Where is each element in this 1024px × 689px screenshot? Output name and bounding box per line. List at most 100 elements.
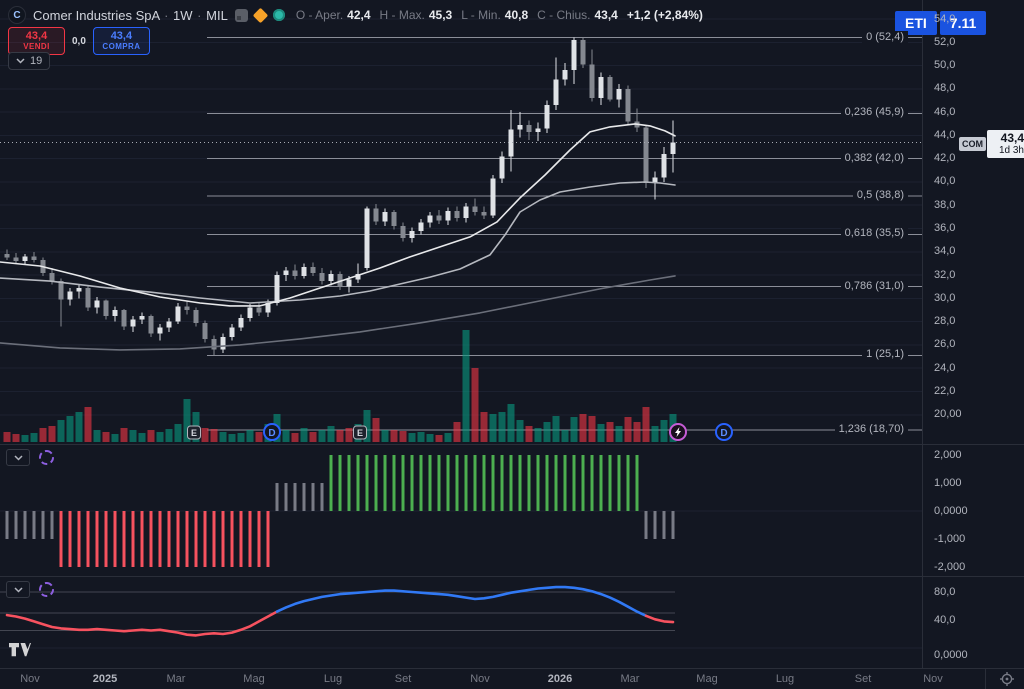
time-axis-label: 2025 bbox=[92, 673, 118, 685]
alert-diamond-icon bbox=[252, 7, 269, 23]
open-value: 42,4 bbox=[347, 8, 371, 22]
time-axis-label: Mag bbox=[243, 673, 265, 685]
price-tick-label: 36,0 bbox=[934, 222, 956, 235]
time-axis-label: Set bbox=[854, 673, 872, 685]
price-tick-label: 42,0 bbox=[934, 152, 956, 165]
indicator3-collapse-button[interactable] bbox=[6, 581, 30, 598]
spread-value: 0,0 bbox=[72, 35, 86, 47]
time-axis-label: Lug bbox=[323, 673, 343, 685]
exchange-label: MIL bbox=[206, 7, 228, 23]
change-value: +1,2 (+2,84%) bbox=[626, 8, 703, 22]
candles-layer bbox=[4, 37, 676, 356]
tradingview-logo-icon[interactable] bbox=[8, 642, 32, 658]
fib-level-label: 1 (25,1) bbox=[862, 348, 908, 361]
fib-level-label: 0,382 (42,0) bbox=[840, 151, 908, 164]
time-axis-label: Nov bbox=[20, 673, 40, 685]
indicator3-oscillator bbox=[0, 585, 922, 649]
indicator3-scale-label: 80,0 bbox=[934, 585, 956, 598]
symbol-title[interactable]: Comer Industries SpA · 1W · MIL bbox=[33, 8, 228, 23]
chart-legend: C Comer Industries SpA · 1W · MIL O - Ap… bbox=[8, 6, 708, 24]
svg-text:D: D bbox=[720, 428, 727, 439]
indicator-loading-spinner-icon bbox=[39, 450, 54, 465]
ticker-chip: COM bbox=[959, 137, 986, 152]
flash-marker[interactable] bbox=[669, 423, 687, 441]
objects-tray-toggle[interactable]: 19 bbox=[8, 52, 51, 70]
indicator2-scale-label: 1,000 bbox=[934, 476, 962, 489]
fib-level-label: 0,236 (45,9) bbox=[840, 106, 908, 119]
price-tick-label: 30,0 bbox=[934, 291, 956, 304]
price-tick-label: 46,0 bbox=[934, 105, 956, 118]
price-tick-label: 38,0 bbox=[934, 198, 956, 211]
time-axis-label: Mar bbox=[620, 673, 640, 685]
volume-bars bbox=[3, 330, 677, 442]
price-tick-label: 52,0 bbox=[934, 35, 956, 48]
trade-panel: 43,4 VENDI 0,0 43,4 COMPRA bbox=[8, 27, 150, 55]
close-value: 43,4 bbox=[594, 8, 618, 22]
high-label: H - Max. bbox=[379, 8, 425, 22]
chevron-down-icon bbox=[16, 58, 25, 64]
chevron-down-icon bbox=[13, 586, 23, 593]
time-axis-label: 2026 bbox=[547, 673, 573, 685]
earnings-marker[interactable]: E bbox=[187, 425, 201, 440]
ma-fast-line bbox=[0, 123, 676, 307]
time-axis-label: Mar bbox=[166, 673, 186, 685]
indicator2-collapse-button[interactable] bbox=[6, 449, 30, 466]
ma-slow-line bbox=[0, 275, 676, 351]
low-label: L - Min. bbox=[461, 8, 501, 22]
time-axis-label: Set bbox=[394, 673, 412, 685]
price-tick-label: 32,0 bbox=[934, 268, 956, 281]
time-axis[interactable]: Nov 2025 Mar Mag Lug Set Nov 2026 Mar Mag Lug Set No… bbox=[0, 668, 1024, 689]
time-axis-label: Nov bbox=[470, 673, 490, 685]
time-axis-label: Lug bbox=[775, 673, 795, 685]
fib-level-label: 0,5 (38,8) bbox=[852, 188, 908, 201]
indicator2-scale-label: -1,000 bbox=[934, 532, 966, 545]
indicator3-scale-label: 0,0000 bbox=[934, 648, 968, 661]
time-axis-label: Mag bbox=[696, 673, 718, 685]
price-tick-label: 40,0 bbox=[934, 175, 956, 188]
indicator2-bars bbox=[0, 455, 922, 567]
dividend-marker[interactable]: D bbox=[263, 423, 281, 441]
price-tick-label: 22,0 bbox=[934, 384, 956, 397]
buy-label: COMPRA bbox=[102, 41, 141, 51]
separator-dot: · bbox=[164, 7, 169, 23]
dividend-marker[interactable]: D bbox=[715, 423, 733, 441]
fib-level-label: 0,618 (35,5) bbox=[840, 227, 908, 240]
eti-value: 7.11 bbox=[939, 11, 987, 35]
timezone-gear-icon[interactable] bbox=[999, 671, 1015, 687]
svg-text:E: E bbox=[191, 428, 197, 438]
buy-button[interactable]: 43,4 COMPRA bbox=[92, 27, 150, 55]
indicator2-scale-label: 0,0000 bbox=[934, 504, 968, 517]
chevron-down-icon bbox=[13, 454, 23, 461]
objects-count: 19 bbox=[30, 55, 43, 67]
svg-text:E: E bbox=[357, 428, 363, 438]
price-scale[interactable]: 54,0 52,0 50,0 48,0 46,0 44,0 42,0 40,0 38,0 36,0… bbox=[922, 0, 1024, 668]
fib-level-label: 1,236 (18,70) bbox=[834, 422, 908, 435]
indicator2-scale-label: 2,000 bbox=[934, 448, 962, 461]
indicator2-header bbox=[6, 449, 54, 466]
symbol-name: Comer Industries SpA bbox=[33, 7, 160, 23]
price-tick-label: 44,0 bbox=[934, 128, 956, 141]
sell-price: 43,4 bbox=[25, 30, 48, 43]
price-tick-label: 50,0 bbox=[934, 59, 956, 72]
high-value: 45,3 bbox=[428, 8, 453, 22]
ma-mid-line bbox=[0, 181, 676, 304]
close-label: C - Chius. bbox=[537, 8, 591, 22]
market-status-icon bbox=[234, 8, 248, 22]
time-axis-label: Nov bbox=[923, 673, 943, 685]
price-gridlines bbox=[0, 18, 922, 416]
earnings-marker[interactable]: E bbox=[353, 425, 367, 440]
fib-retracement[interactable] bbox=[207, 37, 922, 431]
eti-extension-badge[interactable]: ETI 7.11 bbox=[895, 11, 987, 35]
indicator-loading-spinner-icon bbox=[39, 582, 54, 597]
bar-countdown: 1d 3h bbox=[998, 145, 1024, 157]
symbol-logo-icon: C bbox=[8, 6, 26, 24]
price-tick-label: 26,0 bbox=[934, 338, 956, 351]
sell-button[interactable]: 43,4 VENDI bbox=[8, 27, 65, 55]
fib-level-label: 0 (52,4) bbox=[862, 30, 908, 43]
price-tick-label: 54,0 bbox=[934, 12, 956, 25]
price-tick-label: 28,0 bbox=[934, 315, 956, 328]
